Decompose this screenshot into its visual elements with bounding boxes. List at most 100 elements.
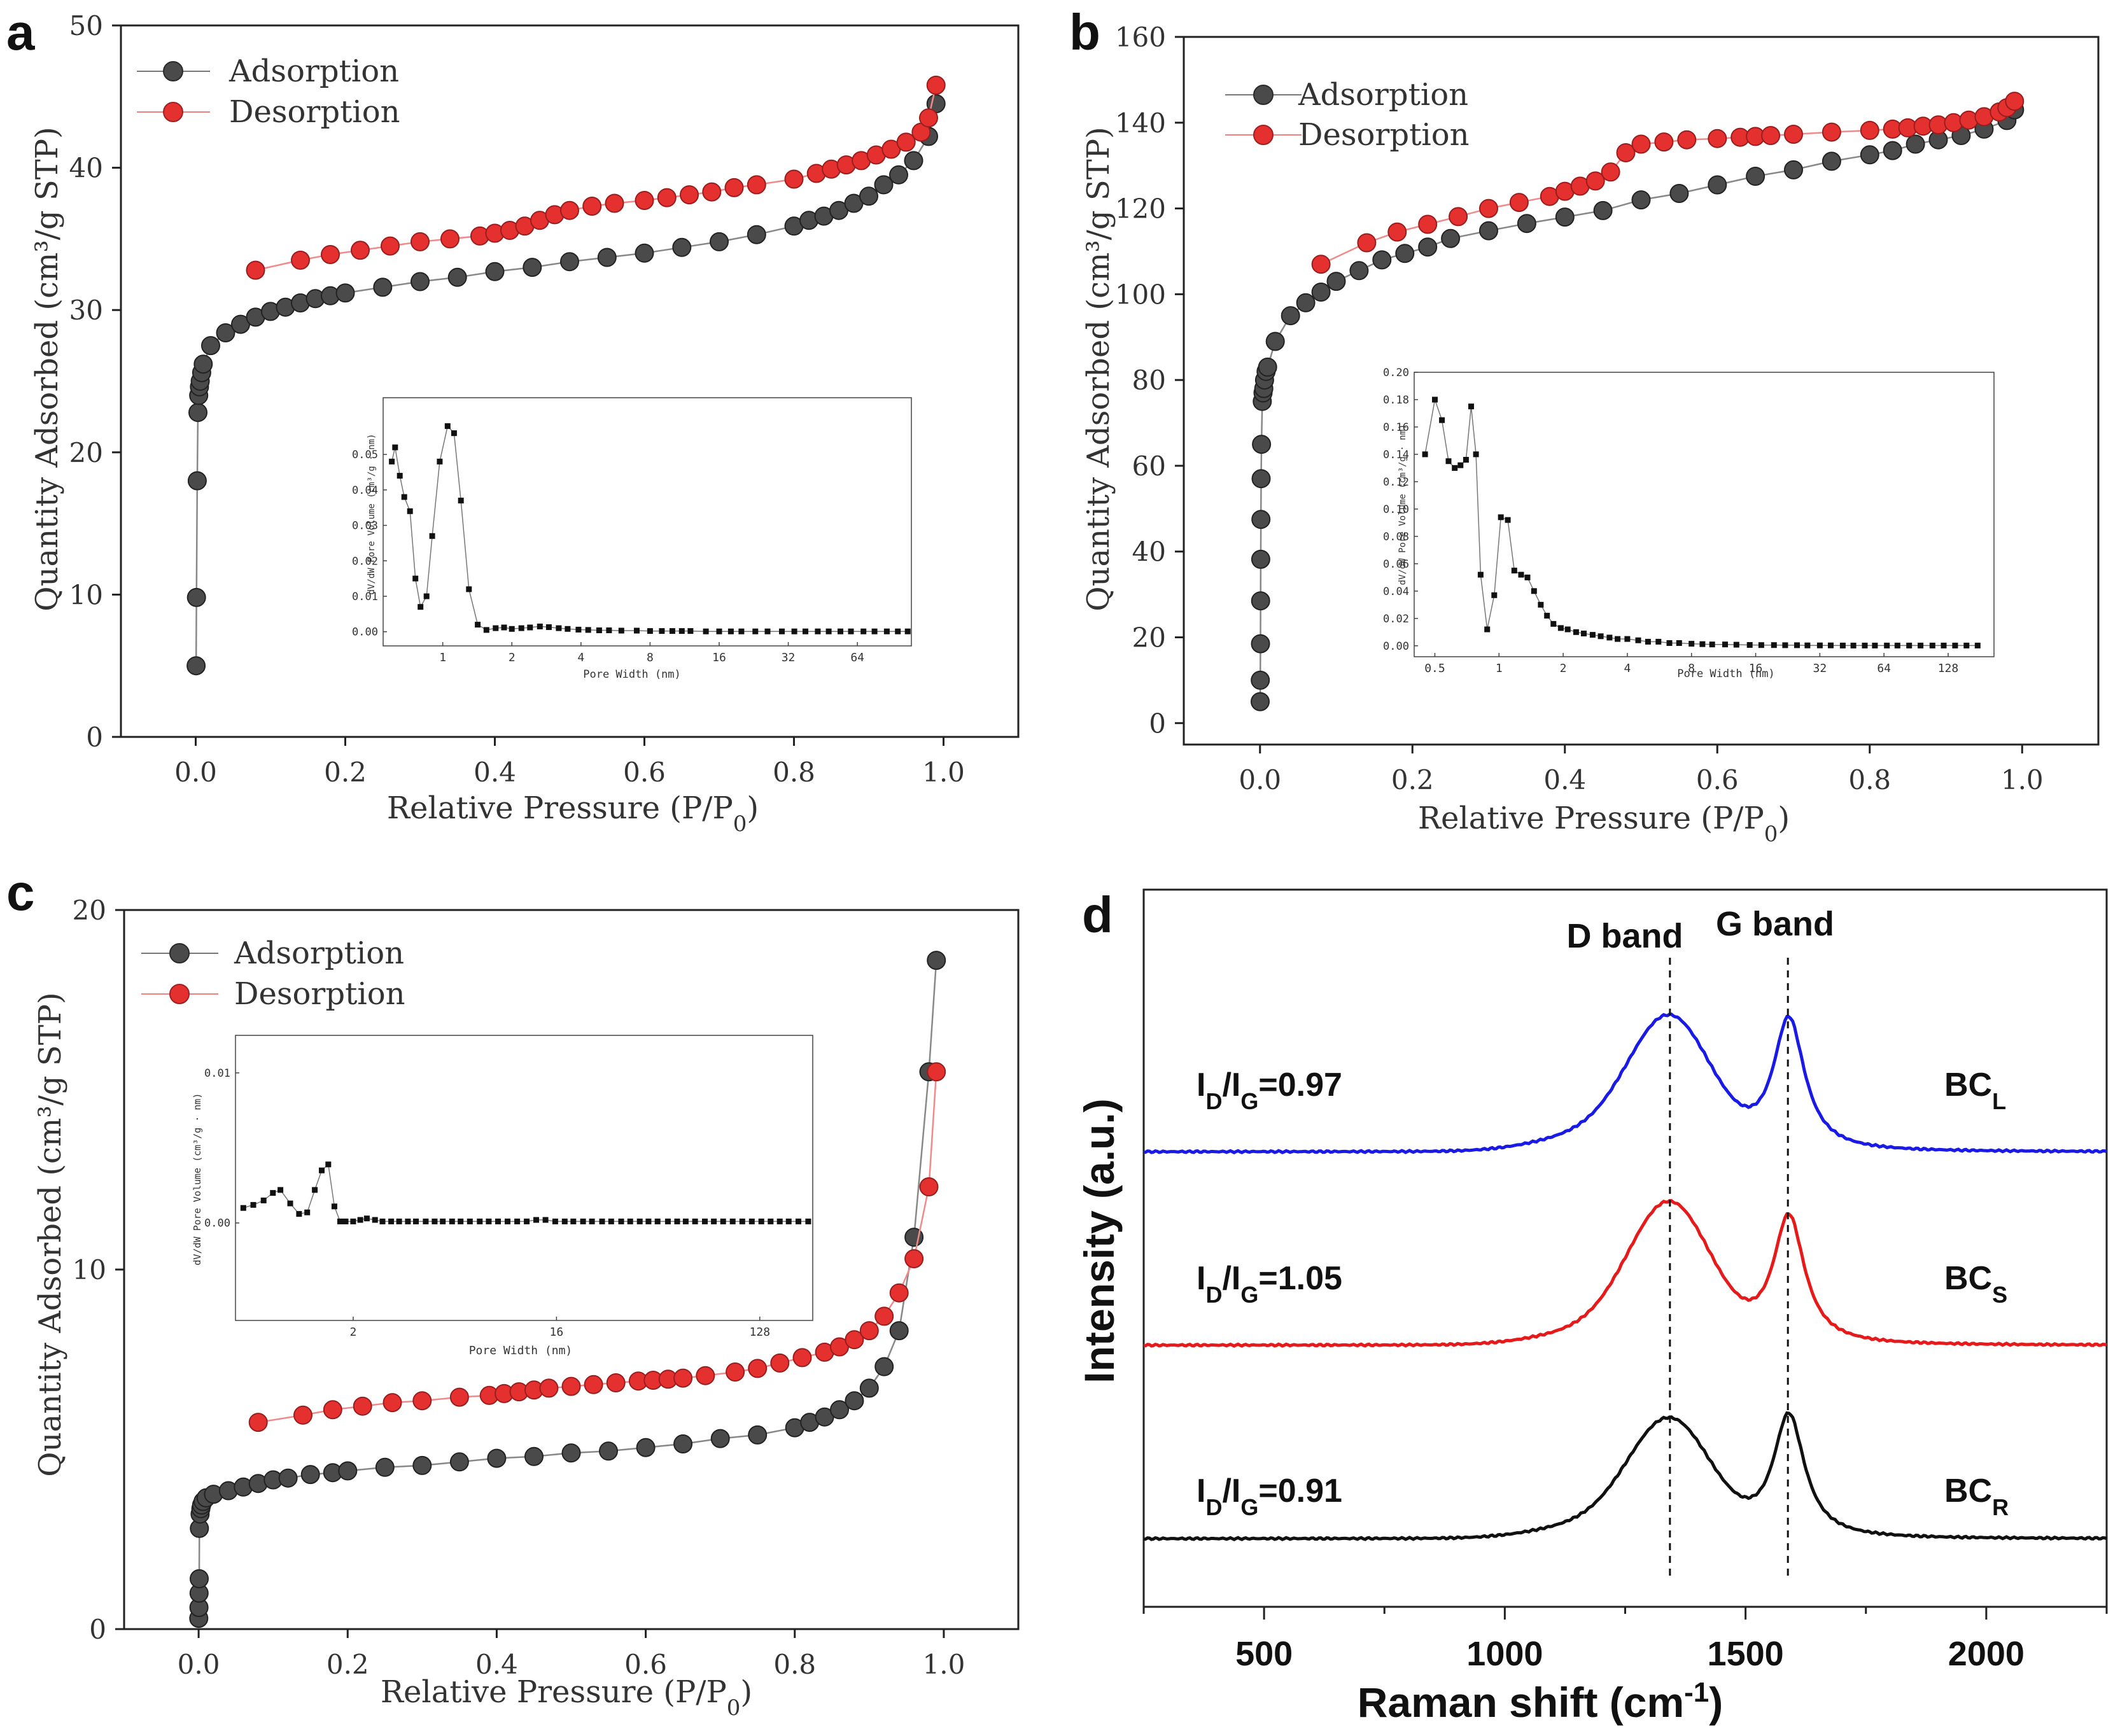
panel-a-inset-point	[437, 458, 443, 465]
panel-c-inset-point	[388, 1218, 395, 1224]
chart-panel-b: Quantity Adsorbed (cm³/g STP) Relative P…	[1081, 22, 2100, 847]
panel-a-adsorption-point	[411, 272, 430, 291]
panel-c-inset-point	[729, 1218, 736, 1224]
panel-a-adsorption-point	[186, 587, 206, 607]
panel-b-inset-point	[1473, 451, 1479, 458]
panel-b-inset-point	[1746, 642, 1753, 648]
panel-d-spectrum-bc-s	[1143, 1199, 2107, 1348]
panel-a-inset-y-tick-label: 0.02	[352, 555, 378, 568]
panel-b-inset-point	[1872, 642, 1878, 648]
panel-b-adsorption-point	[1593, 200, 1613, 220]
panel-d-spectrum-bc-r	[1143, 1411, 2107, 1541]
panel-b-desorption-point	[1418, 214, 1438, 234]
panel-b-x-axis-label: Relative Pressure (P/P0)	[1418, 801, 1790, 847]
panel-c-inset-point	[664, 1218, 671, 1224]
panel-c-inset-point	[627, 1218, 633, 1224]
panel-c-adsorption-point	[889, 1321, 909, 1341]
panel-a-inset-point	[596, 627, 602, 633]
panel-b-inset-point	[1498, 514, 1504, 521]
panel-b-y-tick-label: 140	[1115, 108, 1166, 139]
panel-b-inset-labels: Pore Width (nm) dV/dW Pore Volume (cm³/g…	[1398, 424, 1775, 680]
panel-b-legend-adsorption-marker	[1253, 85, 1274, 105]
panel-c-adsorption-point	[830, 1400, 849, 1420]
panel-a-desorption-point	[440, 229, 460, 249]
panel-a-inset-point	[606, 627, 612, 633]
panel-b-y-tick-label: 160	[1115, 22, 1166, 53]
panel-b-inset-point	[1477, 571, 1484, 578]
panel-b-inset-point	[1828, 642, 1834, 648]
panel-a-desorption-point	[560, 200, 579, 220]
panel-a-y-tick-label: 0	[86, 722, 103, 753]
panel-b-inset-point	[1929, 642, 1935, 648]
panel-a-inset-point	[493, 625, 499, 631]
panel-c-legend-adsorption-label: Adsorption	[234, 935, 404, 971]
panel-c-inset-x-tick-label: 16	[550, 1326, 564, 1339]
panel-b-inset-point	[1676, 640, 1682, 646]
panel-c-desorption-point	[748, 1359, 768, 1378]
panel-a-inset-point	[451, 430, 457, 437]
panel-a-inset-point	[412, 575, 419, 582]
panel-a-y-tick-label: 30	[69, 295, 103, 326]
panel-a-y-axis-label: Quantity Adsorbed (cm³/g STP)	[29, 127, 65, 612]
panel-a-inset-point	[545, 624, 552, 630]
panel-b-adsorption-point	[1441, 228, 1461, 248]
panel-c-adsorption-point	[859, 1378, 879, 1398]
panel-c-inset-point	[768, 1218, 774, 1224]
panel-d-x-tick-label: 1000	[1466, 1635, 1543, 1673]
panel-b-desorption-point	[1761, 126, 1781, 145]
panel-b-y-tick-label: 80	[1132, 365, 1166, 396]
panel-c-desorption-point	[859, 1321, 879, 1341]
panel-a-y-tick-label: 20	[69, 437, 103, 468]
panel-c-desorption-point	[606, 1373, 626, 1392]
panel-c-inset-point	[270, 1190, 276, 1196]
panel-c-inset-point	[296, 1211, 302, 1217]
panel-b-inset-x-tick-label: 128	[1938, 662, 1959, 675]
panel-a-desorption-point	[657, 188, 677, 207]
panel-c-inset-point	[277, 1187, 284, 1193]
panel-b-inset-point	[1771, 642, 1777, 648]
panel-a-adsorption-point	[710, 232, 729, 251]
panel-c-adsorption-point	[487, 1448, 507, 1468]
panel-c-adsorption-point	[449, 1452, 469, 1472]
panel-c-y-tick-label: 10	[73, 1254, 106, 1285]
panel-c-adsorption-point	[375, 1457, 395, 1477]
panel-a-x-tick-label: 0.0	[174, 757, 217, 788]
panel-b-y-tick-label: 0	[1149, 708, 1166, 739]
panel-b-inset-point	[1589, 632, 1596, 638]
panel-b-desorption-point	[1677, 130, 1697, 150]
panel-c-inset-point	[645, 1218, 652, 1224]
panel-b-inset-point	[1468, 403, 1474, 410]
panel-b-inset-y-tick-label: 0.04	[1383, 585, 1409, 598]
panel-b-inset-x-axis-label: Pore Width (nm)	[1677, 668, 1775, 680]
panel-b-inset-point	[1722, 641, 1728, 648]
panel-a-inset-point	[791, 628, 797, 634]
panel-c-adsorption-point	[927, 951, 946, 970]
panel-c-desorption-point	[927, 1062, 946, 1082]
panel-b-desorption-point	[1708, 129, 1727, 148]
panel-b-adsorption-point	[1708, 175, 1727, 195]
panel-a-desorption-point	[411, 232, 430, 251]
panel-a-inset-point	[752, 628, 759, 634]
panel-c-inset-point	[720, 1218, 726, 1224]
panel-c-inset-point	[467, 1218, 473, 1224]
panel-label-b: b	[1069, 4, 1100, 60]
panel-c-desorption-point	[673, 1368, 693, 1388]
panel-c-inset-point	[312, 1187, 318, 1193]
panel-b-inset-point	[1839, 642, 1846, 648]
panel-c-desorption-point	[561, 1376, 581, 1396]
panel-a-inset-x-tick-label: 64	[850, 651, 864, 664]
panel-b-adsorption-point	[1251, 469, 1271, 489]
panel-a-desorption-point	[747, 175, 766, 195]
panel-d-y-axis-label: Intensity (a.u.)	[1076, 1098, 1123, 1383]
panel-a-inset-point	[703, 628, 709, 634]
panel-a-legend-adsorption-marker	[163, 61, 183, 81]
panel-c-adsorption-point	[524, 1446, 544, 1466]
panel-b-inset-point	[1422, 451, 1428, 458]
panel-c-inset-point	[599, 1218, 605, 1224]
panel-a-inset-point	[634, 627, 640, 634]
panel-d-d-band-label: D band	[1567, 917, 1683, 955]
panel-b-x-tick-label: 0.4	[1543, 764, 1586, 795]
panel-c-inset-point	[396, 1218, 402, 1224]
panel-b-inset-y-tick-label: 0.02	[1383, 613, 1409, 626]
panel-a-inset-point	[401, 494, 407, 500]
